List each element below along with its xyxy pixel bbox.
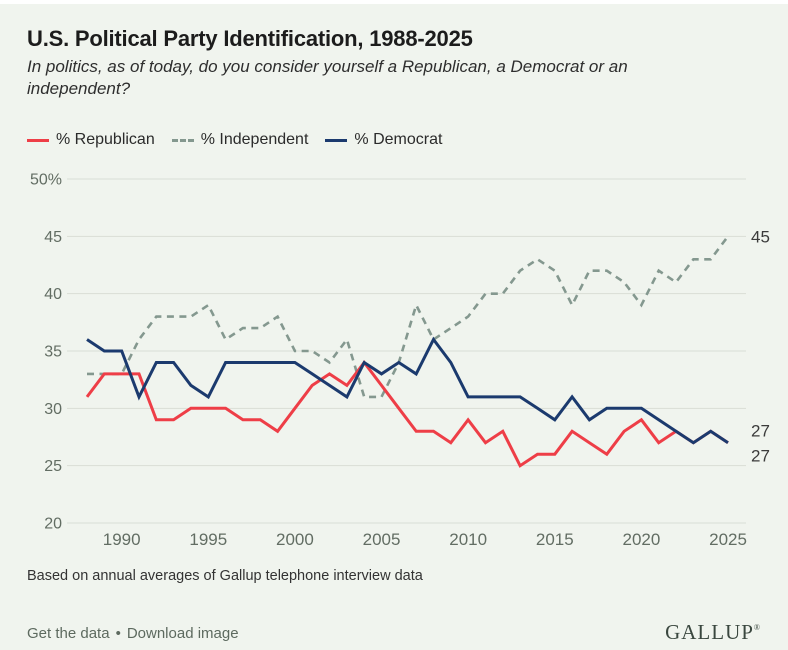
x-axis-label-2010: 2010 xyxy=(449,530,487,549)
republican-line-swatch xyxy=(27,138,49,142)
x-axis-label-2000: 2000 xyxy=(276,530,314,549)
y-axis-label-50: 50% xyxy=(30,172,62,189)
footer-bar: Get the data • Download image GALLUP® xyxy=(0,620,788,650)
legend-label-independent: % Independent xyxy=(200,131,309,148)
party-id-line-chart: 50% 45 40 35 30 25 20 1990 1995 2000 2005 2010 2015 2… xyxy=(0,166,788,558)
y-axis-label-25: 25 xyxy=(44,458,62,475)
x-axis-label-2015: 2015 xyxy=(536,530,574,549)
legend-item-democrat: % Democrat xyxy=(325,131,442,149)
x-axis-label-2005: 2005 xyxy=(363,530,401,549)
chart-footnote: Based on annual averages of Gallup telep… xyxy=(27,568,423,584)
footer-links: Get the data • Download image xyxy=(27,625,239,642)
y-axis-label-40: 40 xyxy=(44,286,62,303)
download-image-link[interactable]: Download image xyxy=(126,625,239,642)
independent-line-swatch xyxy=(171,138,194,142)
gallup-logo-text: GALLUP xyxy=(665,620,754,644)
page-title: U.S. Political Party Identification, 198… xyxy=(27,26,473,51)
y-axis-label-20: 20 xyxy=(44,516,62,533)
end-label-independent: 45 xyxy=(751,227,770,246)
x-axis-label-1995: 1995 xyxy=(189,530,227,549)
end-label-republican: 27 xyxy=(751,447,770,466)
legend-label-democrat: % Democrat xyxy=(354,131,443,148)
legend-label-republican: % Republican xyxy=(56,131,155,148)
top-strip xyxy=(0,0,788,4)
x-axis-label-2025: 2025 xyxy=(709,530,747,549)
republican-line xyxy=(85,360,729,468)
legend: % Republican % Independent % Democrat xyxy=(27,131,442,149)
democrat-line-swatch xyxy=(325,138,348,142)
chart-subtitle: In politics, as of today, do you conside… xyxy=(27,57,628,99)
x-axis-label-2020: 2020 xyxy=(622,530,660,549)
x-axis-label-1990: 1990 xyxy=(103,530,141,549)
footer-separator: • xyxy=(115,625,121,642)
chart-canvas: 50% 45 40 35 30 25 20 1990 1995 2000 2005 2010 2015 2… xyxy=(30,172,770,550)
y-axis-label-30: 30 xyxy=(44,401,62,418)
legend-item-republican: % Republican xyxy=(27,131,155,149)
get-the-data-link[interactable]: Get the data xyxy=(27,625,110,642)
end-label-democrat: 27 xyxy=(751,422,770,441)
gallup-logo: GALLUP® xyxy=(665,620,760,645)
independent-line xyxy=(87,235,730,399)
y-axis-label-35: 35 xyxy=(44,344,62,361)
democrat-line xyxy=(86,336,729,445)
registered-trademark-mark: ® xyxy=(753,623,760,632)
legend-item-independent: % Independent xyxy=(171,131,309,149)
y-axis-label-45: 45 xyxy=(44,229,62,246)
